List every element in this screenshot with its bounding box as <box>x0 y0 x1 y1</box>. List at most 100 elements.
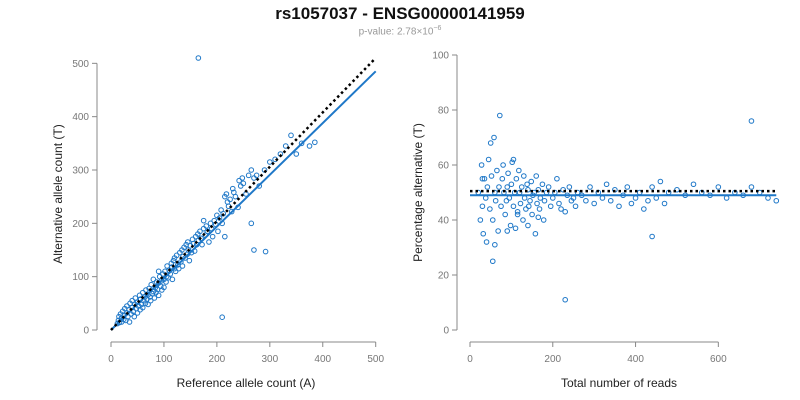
y-tick-label: 400 <box>72 112 89 123</box>
data-point <box>489 258 496 265</box>
data-point <box>657 178 664 185</box>
data-point <box>195 55 202 61</box>
data-point <box>616 203 622 210</box>
y-tick-label: 60 <box>438 161 450 172</box>
data-point <box>632 195 639 201</box>
data-point <box>512 225 519 232</box>
data-point <box>240 180 247 187</box>
y-tick-label: 80 <box>438 106 450 117</box>
y-tick-label: 300 <box>72 166 89 177</box>
data-point <box>649 184 655 190</box>
data-point <box>765 195 771 201</box>
y-axis-title: Percentage alternative (T) <box>411 123 425 262</box>
p-value-mantissa: 2.78 <box>396 26 417 38</box>
data-point <box>661 200 668 207</box>
data-point <box>228 208 235 215</box>
data-point <box>482 195 489 201</box>
data-point <box>510 203 517 210</box>
y-tick-label: 0 <box>83 326 89 337</box>
data-point <box>503 197 510 204</box>
x-tick-label: 400 <box>627 354 644 365</box>
data-point <box>479 175 486 182</box>
data-point <box>607 197 614 204</box>
data-point <box>227 196 233 203</box>
data-point <box>155 292 162 299</box>
data-point <box>147 297 154 304</box>
data-point <box>525 222 531 229</box>
data-point <box>492 197 499 204</box>
data-point <box>480 230 487 237</box>
data-point <box>498 203 504 210</box>
data-point <box>547 203 554 210</box>
data-point <box>497 112 503 119</box>
data-point <box>528 178 535 185</box>
data-point <box>200 217 207 224</box>
data-point <box>151 295 158 301</box>
data-point <box>175 265 182 272</box>
data-point <box>282 143 289 149</box>
data-point <box>525 186 531 193</box>
data-point <box>253 172 260 179</box>
data-point <box>239 175 246 181</box>
data-point <box>558 206 564 212</box>
data-point <box>267 159 273 165</box>
data-point <box>521 173 527 179</box>
x-tick-label: 400 <box>314 354 331 365</box>
data-point <box>487 206 493 212</box>
data-point <box>215 228 221 235</box>
x-tick-label: 0 <box>108 354 114 365</box>
data-point <box>505 170 511 177</box>
data-point <box>748 118 755 124</box>
data-point <box>499 175 506 182</box>
data-point <box>131 313 138 320</box>
data-point <box>219 314 225 321</box>
data-point <box>545 184 552 190</box>
data-point <box>587 184 593 190</box>
data-point <box>495 228 501 234</box>
chart-subtitle: p-value: 2.78×10−6 <box>0 25 800 37</box>
data-point <box>723 195 730 201</box>
p-value-times: ×10 <box>416 26 434 38</box>
data-point <box>229 185 236 192</box>
data-point <box>209 233 216 240</box>
data-point <box>262 248 269 255</box>
data-point <box>222 233 228 240</box>
data-point <box>527 197 533 204</box>
data-point <box>510 156 517 163</box>
data-point <box>504 228 511 234</box>
data-point <box>139 289 146 296</box>
data-point <box>203 223 210 229</box>
data-point <box>245 172 252 179</box>
data-point <box>479 203 486 210</box>
y-tick-label: 100 <box>72 272 89 283</box>
data-point <box>489 217 496 223</box>
data-point <box>516 167 522 174</box>
data-point <box>251 247 257 253</box>
data-point <box>223 191 230 197</box>
data-point <box>504 184 511 190</box>
data-point <box>599 195 606 201</box>
data-point <box>502 211 508 218</box>
data-point <box>715 184 722 190</box>
x-axis-title: Reference allele count (A) <box>177 376 316 390</box>
p-value-exponent: −6 <box>433 25 442 32</box>
y-tick-label: 500 <box>72 59 89 70</box>
data-point <box>674 186 680 193</box>
data-point <box>514 208 521 215</box>
data-point <box>540 217 547 223</box>
data-point <box>523 206 529 212</box>
data-point <box>603 181 610 188</box>
x-tick-label: 200 <box>209 354 226 365</box>
data-point <box>500 162 506 168</box>
data-point <box>248 167 255 173</box>
data-point <box>535 214 542 221</box>
data-point <box>509 159 516 166</box>
data-point <box>306 143 313 149</box>
y-tick-label: 200 <box>72 219 89 230</box>
data-point <box>136 292 143 299</box>
data-point <box>145 301 151 308</box>
data-point <box>554 175 560 182</box>
data-point <box>549 195 556 201</box>
